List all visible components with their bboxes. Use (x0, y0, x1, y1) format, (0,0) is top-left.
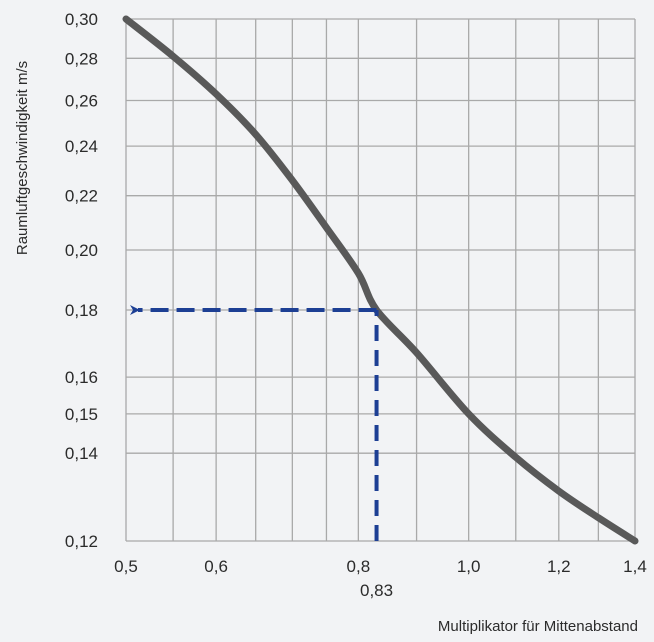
series-line (122, 15, 639, 545)
x-tick-label: 1,0 (457, 557, 481, 576)
y-tick-label: 0,28 (65, 49, 98, 68)
x-axis-ticks: 0,5 0,6 0,8 1,0 1,2 1,4 0,83 (114, 557, 647, 600)
y-tick-label: 0,20 (65, 241, 98, 260)
y-tick-label: 0,18 (65, 301, 98, 320)
y-tick-label: 0,22 (65, 187, 98, 206)
x-tick-label: 1,2 (547, 557, 571, 576)
x-tick-label: 0,6 (204, 557, 228, 576)
y-tick-label: 0,24 (65, 137, 98, 156)
x-tick-label: 0,5 (114, 557, 138, 576)
y-tick-label: 0,16 (65, 368, 98, 387)
y-tick-label: 0,12 (65, 532, 98, 551)
annotation (130, 305, 379, 541)
y-axis-ticks: 0,30 0,28 0,26 0,24 0,22 0,20 0,18 0,16 0,15 0,14… (65, 10, 98, 551)
y-tick-label: 0,30 (65, 10, 98, 29)
annotation-x-label: 0,83 (360, 581, 393, 600)
y-axis-label: Raumluftgeschwindigkeit m/s (14, 61, 31, 255)
grid (125, 18, 636, 542)
y-tick-label: 0,26 (65, 92, 98, 111)
y-tick-label: 0,14 (65, 444, 98, 463)
x-tick-label: 0,8 (347, 557, 371, 576)
data-series (122, 15, 639, 545)
y-tick-label: 0,15 (65, 405, 98, 424)
x-axis-label: Multiplikator für Mittenabstand (438, 618, 638, 635)
x-tick-label: 1,4 (623, 557, 647, 576)
